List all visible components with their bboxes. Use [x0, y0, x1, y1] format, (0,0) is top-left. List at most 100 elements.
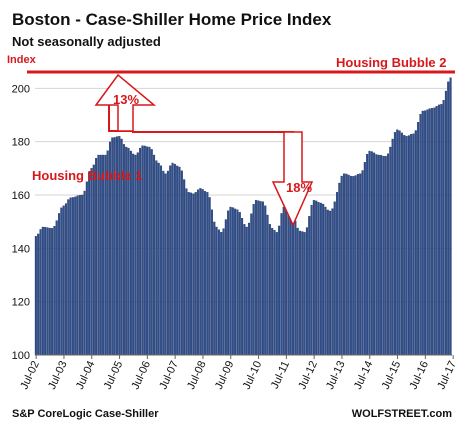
bar	[403, 135, 406, 356]
bar	[215, 226, 218, 356]
bar	[169, 165, 172, 356]
bar	[264, 205, 267, 356]
bar	[227, 210, 230, 356]
bar	[220, 232, 223, 356]
bar	[34, 236, 37, 356]
bar	[146, 146, 149, 356]
bar	[347, 174, 350, 356]
bar	[407, 135, 410, 356]
rise-percent-label: 13%	[113, 92, 139, 107]
bar	[171, 162, 174, 356]
bar	[428, 108, 431, 356]
bar	[254, 200, 258, 356]
bar	[257, 200, 260, 356]
bar	[440, 104, 443, 356]
bar	[442, 100, 445, 356]
bar	[69, 197, 72, 356]
bar	[208, 197, 211, 356]
bar	[356, 174, 359, 356]
bar	[178, 166, 181, 356]
bar	[234, 208, 237, 356]
bar	[90, 168, 93, 356]
bar	[410, 134, 413, 356]
bar	[266, 214, 269, 356]
bar	[363, 162, 366, 356]
x-tick-label: Jul-12	[296, 359, 320, 391]
x-tick-label: Jul-16	[408, 359, 432, 391]
bar	[190, 192, 193, 356]
bar	[336, 192, 339, 356]
bar	[398, 130, 401, 356]
source-label: S&P CoreLogic Case-Shiller	[12, 408, 159, 420]
bar	[203, 191, 207, 356]
bar	[210, 209, 213, 356]
x-tick-label: Jul-17	[435, 359, 459, 391]
bar	[417, 122, 420, 356]
bar	[229, 206, 232, 356]
bar	[345, 173, 348, 356]
bar	[150, 149, 153, 356]
bar	[44, 227, 47, 356]
chart-subtitle: Not seasonally adjusted	[12, 34, 161, 49]
bar	[317, 202, 320, 356]
bar	[366, 154, 369, 356]
bar	[338, 182, 341, 356]
bar	[85, 181, 88, 356]
bar	[435, 106, 438, 356]
bar	[159, 165, 163, 356]
y-tick-label: 120	[12, 297, 30, 309]
bar	[329, 210, 332, 356]
x-tick-label: Jul-08	[185, 359, 209, 391]
bar	[78, 195, 81, 356]
bar	[231, 207, 234, 356]
bar	[352, 176, 355, 356]
bar	[312, 200, 315, 356]
bar	[134, 154, 137, 356]
bar	[326, 209, 329, 356]
bar	[349, 175, 352, 356]
bar	[222, 228, 225, 356]
bar	[261, 201, 264, 356]
bar	[319, 202, 322, 356]
y-axis-label: Index	[7, 54, 37, 66]
bar	[426, 109, 429, 356]
bar	[236, 209, 239, 356]
x-tick-label: Jul-15	[380, 359, 404, 391]
bar	[437, 104, 441, 356]
x-axis-ticks: Jul-02 Jul-03 Jul-04 Jul-05 Jul-06 Jul-07 Jul-…	[18, 355, 459, 391]
fall-arrow-icon	[271, 131, 314, 227]
x-tick-label: Jul-05	[102, 359, 126, 391]
bar	[298, 230, 302, 356]
bar	[289, 210, 292, 356]
bar	[95, 158, 98, 356]
bar	[187, 192, 190, 356]
bar	[287, 209, 290, 356]
bar	[301, 231, 304, 356]
bar	[192, 193, 195, 356]
bar	[296, 227, 299, 356]
bar	[322, 203, 325, 356]
bar	[180, 170, 183, 356]
bar	[449, 77, 452, 356]
x-tick-label: Jul-04	[74, 359, 98, 391]
bar	[303, 232, 306, 356]
y-axis-ticks: 100 120 140 160 180 200	[12, 83, 30, 362]
bar	[271, 228, 274, 356]
bar	[166, 170, 169, 356]
bar	[377, 154, 380, 356]
bar	[132, 153, 135, 356]
x-tick-label: Jul-11	[269, 359, 292, 390]
bar	[41, 226, 44, 356]
bar	[275, 232, 278, 356]
bar	[217, 229, 220, 356]
bar	[305, 227, 308, 356]
bar	[51, 228, 54, 356]
chart-title: Boston - Case-Shiller Home Price Index	[12, 10, 332, 29]
bar	[176, 165, 179, 356]
x-tick-label: Jul-10	[241, 359, 265, 391]
housing-bubble-1-label: Housing Bubble 1	[32, 168, 143, 183]
bar	[359, 173, 362, 356]
bar	[361, 170, 364, 356]
bar	[382, 155, 385, 356]
